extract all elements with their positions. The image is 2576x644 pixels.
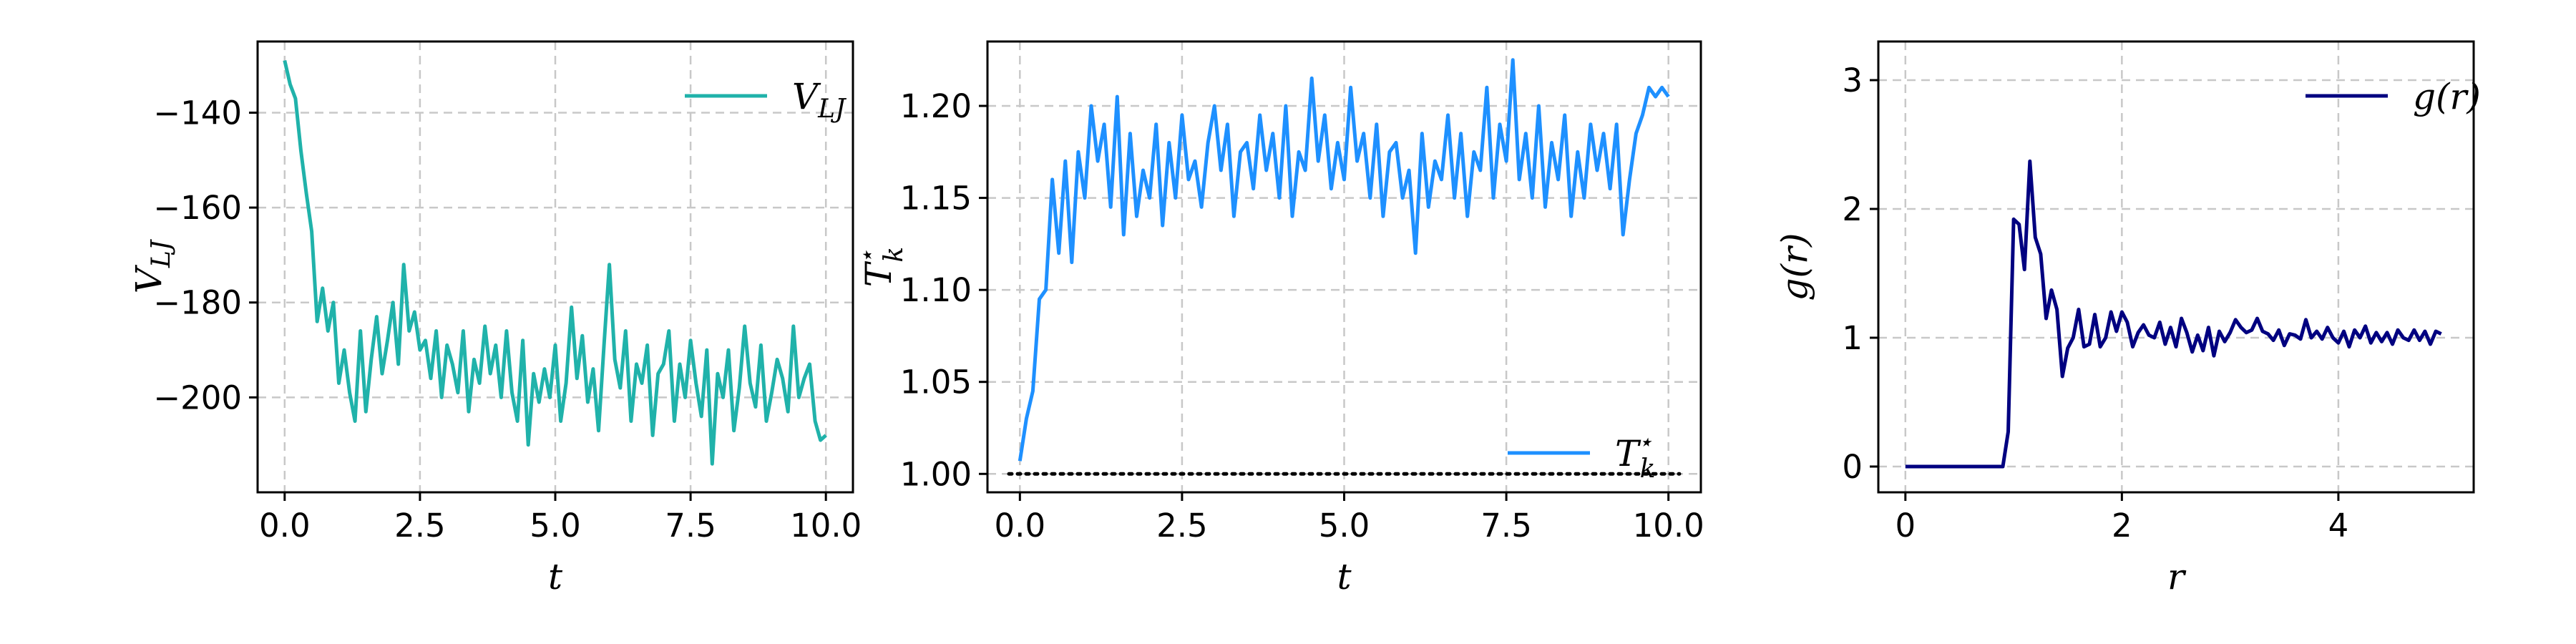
plot-frame (986, 40, 1702, 494)
y-tick-label: −140 (153, 94, 242, 132)
y-tick-label: 3 (1842, 62, 1863, 99)
x-axis-label: t (1337, 556, 1352, 597)
x-tick-label: 2.5 (394, 507, 446, 545)
y-tick-label: −180 (153, 284, 242, 322)
y-tick-label: 1.15 (900, 180, 972, 218)
x-tick-label: 7.5 (665, 507, 716, 545)
y-tick-label: 1.00 (900, 455, 972, 493)
x-tick-label: 0.0 (995, 507, 1046, 545)
plot-frame (1877, 40, 2475, 494)
y-axis-label: VLJ (128, 238, 176, 293)
y-tick-label: 1.05 (900, 364, 972, 401)
legend-label: g(r) (2413, 76, 2481, 117)
y-axis-label: g(r) (1774, 233, 1815, 301)
y-tick-label: −200 (153, 379, 242, 416)
x-tick-label: 0 (1895, 507, 1916, 545)
panel-kinetic-temperature: 0.0 2.5 5.0 7.5 10.01.001.051.101.151.20 T⋆ k… (853, 40, 1704, 597)
y-tick-label: 0 (1842, 448, 1863, 486)
x-tick-label: 10.0 (1633, 507, 1704, 545)
x-tick-label: 5.0 (1319, 507, 1370, 545)
series-line (283, 59, 827, 466)
x-tick-label: 7.5 (1480, 507, 1532, 545)
legend-label: VLJ (792, 76, 847, 124)
x-tick-label: 10.0 (790, 507, 862, 545)
x-tick-label: 5.0 (530, 507, 581, 545)
x-tick-label: 2 (2112, 507, 2132, 545)
x-tick-label: 0.0 (259, 507, 311, 545)
y-tick-label: 2 (1842, 190, 1863, 228)
y-tick-label: 1.20 (900, 87, 972, 125)
x-tick-label: 4 (2328, 507, 2349, 545)
y-tick-label: 1 (1842, 319, 1863, 357)
panel-radial-distribution: 0 2 4 0 1 2 3 g(r) r g(r) (1774, 40, 2481, 597)
panel-potential-energy: 0.0 2.5 5.0 7.5 10.0 −140 −160 −180 −200 VLJ t V… (128, 40, 862, 597)
y-tick-label: −160 (153, 189, 242, 227)
x-axis-label: t (548, 556, 563, 597)
x-axis-label: r (2167, 556, 2187, 597)
series-line (1018, 58, 1670, 462)
y-tick-label: 1.10 (900, 271, 972, 309)
x-tick-label: 2.5 (1156, 507, 1208, 545)
series-line (1905, 159, 2442, 469)
plot-frame (256, 40, 854, 494)
